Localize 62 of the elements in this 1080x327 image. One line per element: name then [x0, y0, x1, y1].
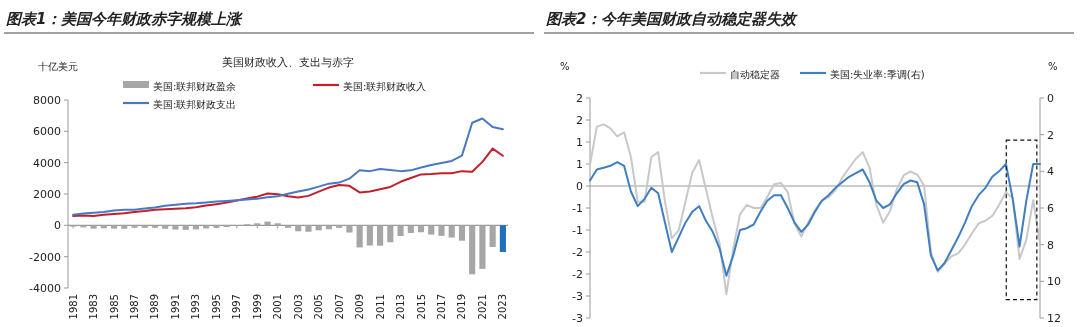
x-tick-label: 2019 — [456, 294, 468, 320]
x-tick-label: 2023 — [497, 294, 509, 320]
x-tick-label: 2003 — [292, 294, 304, 320]
x-tick-label: 2013 — [395, 294, 407, 320]
chart-title: 图表1：美国今年财政赤字规模上涨 — [6, 10, 244, 28]
x-tick-label: 1993 — [190, 294, 202, 320]
legend-label: 美国:失业率:季调(右) — [830, 69, 925, 80]
x-tick-label: 2005 — [313, 294, 325, 320]
y-tick-label: -1 — [572, 202, 583, 215]
y-tick-label: -2 — [572, 268, 583, 281]
x-tick-label: 1987 — [129, 294, 141, 320]
legend-label: 美国:联邦财政支出 — [153, 99, 237, 110]
y2-tick-label: 6 — [1047, 202, 1054, 215]
x-tick-label: 1985 — [108, 294, 120, 320]
y2-tick-label: 10 — [1047, 275, 1061, 289]
x-tick-label: 1997 — [231, 294, 243, 320]
legend-label: 美国:联邦财政盈余 — [153, 81, 237, 92]
y2-tick-label: 8 — [1047, 238, 1054, 252]
x-tick-label: 2017 — [435, 294, 447, 320]
y-tick-label: -3 — [572, 312, 583, 325]
line-series — [589, 161, 1041, 277]
x-tick-label: 2011 — [374, 294, 386, 320]
x-tick-label: 1989 — [149, 294, 161, 320]
chart-title: 图表2：今年美国财政自动稳定器失效 — [546, 10, 799, 28]
x-tick-label: 2015 — [415, 294, 427, 320]
y-tick-label: 6000 — [33, 125, 61, 139]
x-tick-label: 1995 — [210, 294, 222, 320]
y2-tick-label: 12 — [1047, 312, 1061, 325]
line-series — [72, 147, 504, 217]
y-tick-label: 1 — [576, 158, 583, 171]
chart-subtitle: 美国财政收入、支出与赤字 — [222, 56, 354, 69]
y-tick-label: -1 — [572, 224, 583, 237]
y-tick-label: 4000 — [33, 156, 61, 170]
x-tick-label: 2009 — [354, 294, 366, 320]
y2-tick-label: 0 — [1047, 92, 1054, 105]
y-tick-label: -2000 — [29, 250, 61, 264]
x-tick-label: 1999 — [251, 294, 263, 320]
x-tick-label: 2021 — [476, 294, 488, 320]
y-tick-label: 2 — [576, 92, 583, 105]
y-tick-label: 0 — [54, 219, 61, 233]
y-tick-label: 2 — [576, 114, 583, 127]
y-tick-label: -4000 — [29, 282, 61, 295]
y-tick-label: 0 — [576, 180, 583, 193]
x-tick-label: 1983 — [88, 294, 100, 320]
y-tick-label: 8000 — [33, 94, 61, 107]
x-tick-label: 1981 — [67, 294, 79, 320]
x-tick-label: 2007 — [333, 294, 345, 320]
y-tick-label: -2 — [572, 246, 583, 259]
y2-tick-label: 2 — [1047, 128, 1054, 142]
legend-label: 美国:联邦财政收入 — [343, 81, 427, 92]
y-tick-label: 2000 — [33, 188, 61, 201]
x-tick-label: 1991 — [169, 294, 181, 320]
y-axis-title: % — [560, 61, 570, 72]
y-tick-label: -3 — [572, 290, 583, 303]
x-tick-label: 2001 — [272, 294, 284, 320]
legend-label: 自动稳定器 — [730, 69, 780, 80]
y2-axis-title: % — [1048, 61, 1058, 72]
y2-tick-label: 4 — [1047, 165, 1054, 179]
y-axis-title: 十亿美元 — [38, 61, 78, 72]
line-series — [589, 123, 1041, 296]
line-series — [72, 117, 504, 216]
y-tick-label: 1 — [576, 136, 583, 149]
